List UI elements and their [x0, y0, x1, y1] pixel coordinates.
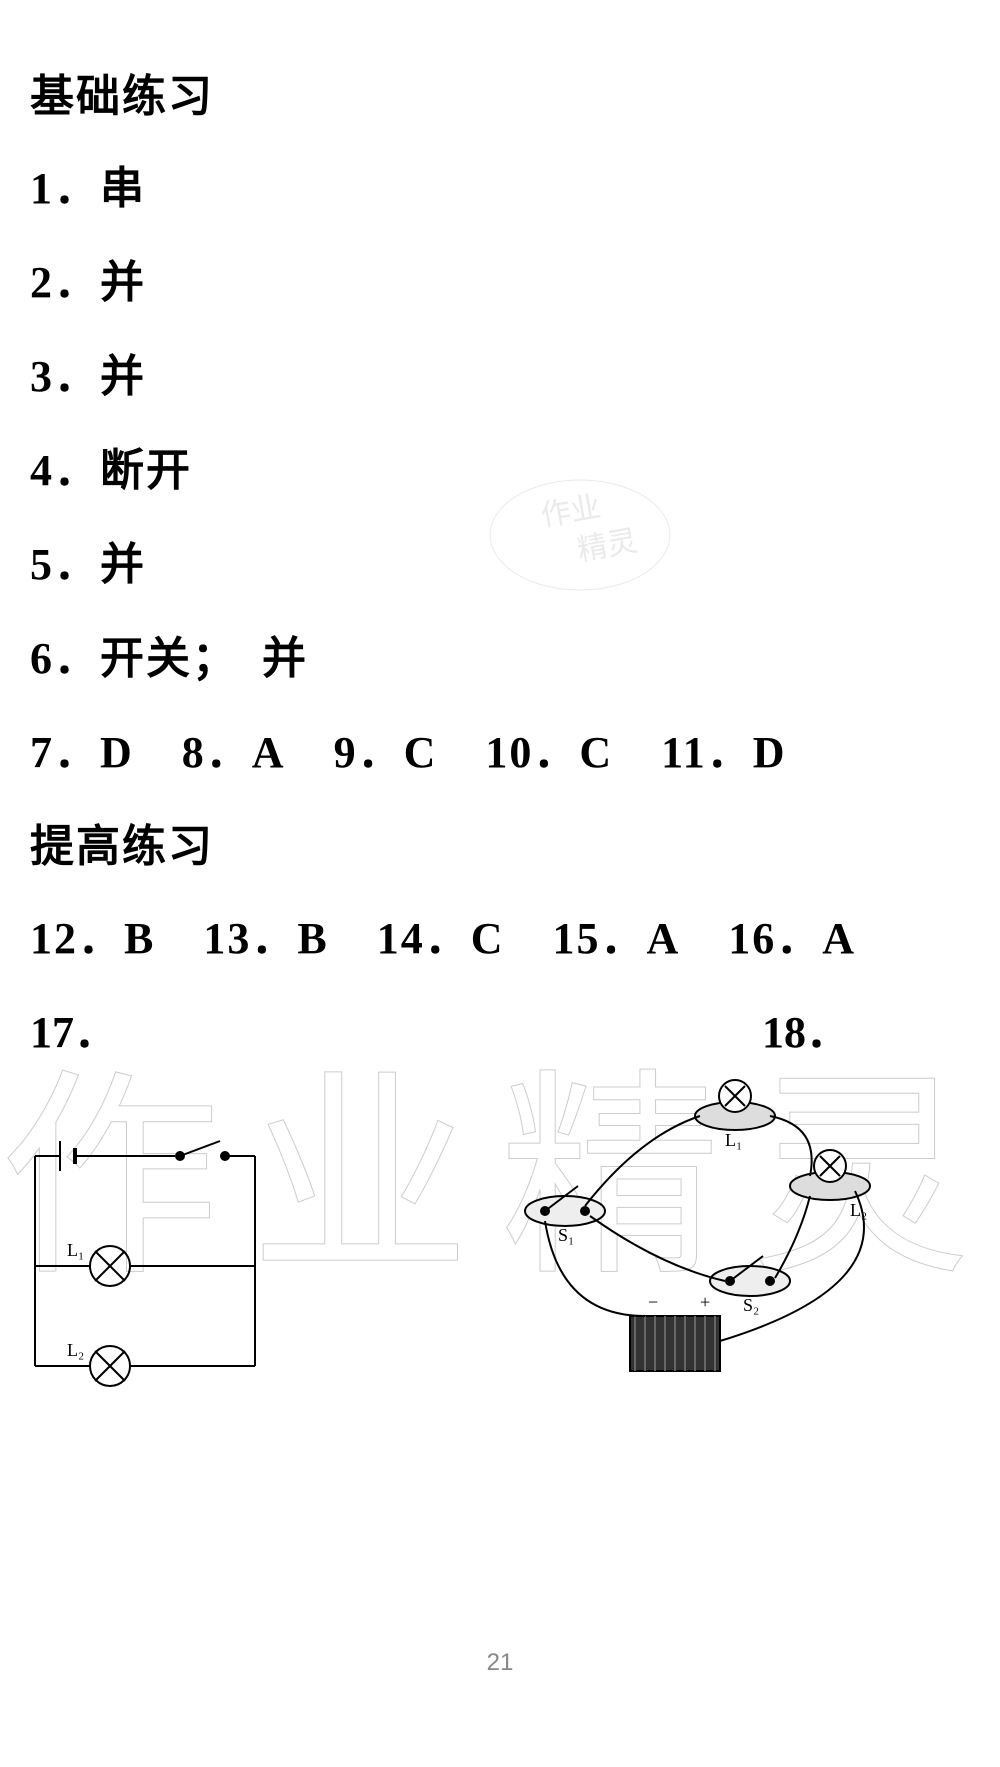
question-17-label: 17． — [30, 996, 118, 1060]
answer-8: 8．A — [182, 716, 286, 780]
label-L2: L₂ — [67, 1340, 84, 1360]
section-2-title: 提高练习 — [30, 810, 970, 874]
circuit-diagram-17: S L₁ L₂ — [5, 1136, 275, 1396]
svg-text:−: − — [648, 1292, 658, 1312]
circuit-diagram-18: − + S₁ S₂ — [500, 1056, 900, 1396]
svg-text:+: + — [700, 1292, 710, 1312]
answer-14: 14．C — [377, 902, 505, 966]
answer-6: 6．开关； 并 — [30, 622, 970, 686]
answer-7: 7．D — [30, 716, 134, 780]
label-L1b: L₁ — [725, 1130, 742, 1150]
mc-row-1: 7．D 8．A 9．C 10．C 11．D — [30, 716, 970, 780]
label-L2b: L₂ — [850, 1200, 867, 1220]
answer-15: 15．A — [553, 902, 681, 966]
label-L1: L₁ — [67, 1240, 84, 1260]
label-S2: S₂ — [743, 1295, 759, 1315]
answer-12: 12．B — [30, 902, 155, 966]
answer-4: 4．断开 — [30, 434, 970, 498]
answer-5: 5．并 — [30, 528, 970, 592]
mc-row-2: 12．B 13．B 14．C 15．A 16．A — [30, 902, 970, 966]
answer-10: 10．C — [485, 716, 613, 780]
answer-13: 13．B — [203, 902, 328, 966]
diagram-row: 17． 18． S — [30, 996, 970, 1456]
page-number: 21 — [487, 1649, 514, 1677]
label-S: S — [198, 1136, 208, 1140]
answer-3: 3．并 — [30, 340, 970, 404]
section-1-title: 基础练习 — [30, 60, 970, 124]
label-S1: S₁ — [558, 1225, 574, 1245]
question-18-label: 18． — [762, 996, 850, 1060]
answer-1: 1．串 — [30, 152, 970, 216]
answer-9: 9．C — [334, 716, 438, 780]
answer-11: 11．D — [661, 716, 786, 780]
answer-16: 16．A — [728, 902, 856, 966]
answer-2: 2．并 — [30, 246, 970, 310]
